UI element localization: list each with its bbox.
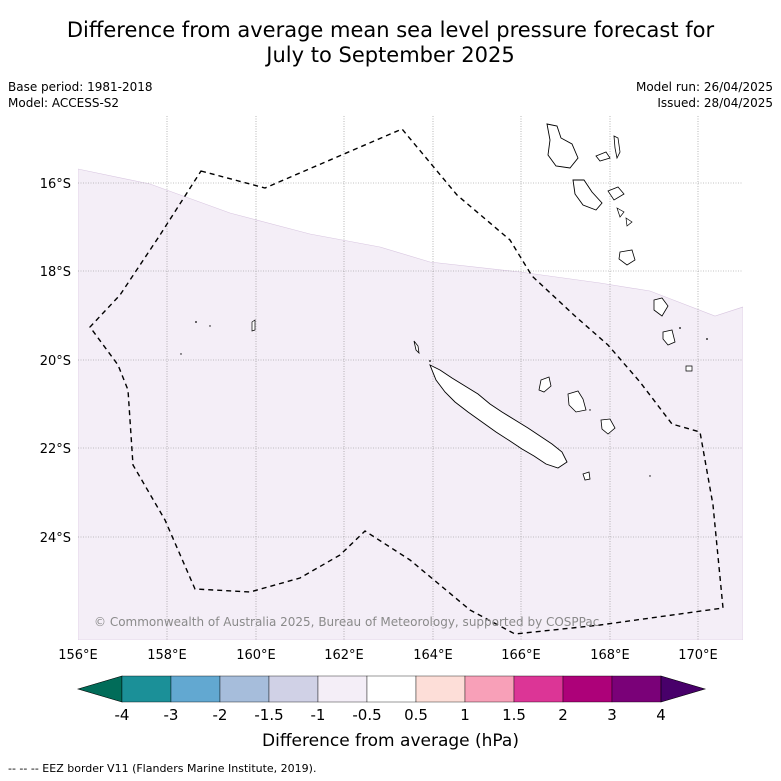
lat-tick-24: 24°S bbox=[40, 531, 71, 546]
lon-tick-158: 158°E bbox=[147, 648, 187, 663]
lat-tick-16: 16°S bbox=[40, 177, 71, 192]
model-name: Model: ACCESS-S2 bbox=[8, 96, 120, 110]
colorbar-swatch bbox=[121, 675, 172, 703]
colorbar-over-arrow bbox=[660, 675, 707, 703]
colorbar-swatch bbox=[170, 675, 221, 703]
shepherd-islands bbox=[625, 217, 633, 227]
lon-tick-166: 166°E bbox=[501, 648, 541, 663]
chesterfield-reef bbox=[251, 319, 256, 332]
lon-tick-156: 156°E bbox=[58, 648, 98, 663]
ambrym-island bbox=[607, 186, 625, 201]
meta-right: Model run: 26/04/2025 Issued: 28/04/2025 bbox=[636, 79, 773, 111]
lifou-island bbox=[567, 390, 587, 413]
colorbar-tick-label: 4 bbox=[656, 706, 666, 724]
meta-left: Base period: 1981-2018 Model: ACCESS-S2 bbox=[8, 79, 153, 111]
anomaly-region bbox=[78, 168, 743, 640]
new-caledonia-island bbox=[429, 364, 568, 469]
ouvea-island bbox=[538, 376, 552, 393]
maewo-island bbox=[613, 135, 621, 160]
colorbar-swatch bbox=[611, 675, 662, 703]
colorbar-tick-label: 1.5 bbox=[502, 706, 526, 724]
ambae-island bbox=[595, 151, 611, 162]
colorbar-tick-label: 3 bbox=[607, 706, 617, 724]
copyright-notice: © Commonwealth of Australia 2025, Bureau… bbox=[94, 615, 599, 629]
colorbar-swatch bbox=[415, 675, 466, 703]
colorbar-swatch bbox=[562, 675, 613, 703]
tanna-island bbox=[662, 329, 676, 346]
colorbar-tick-label: 1 bbox=[460, 706, 470, 724]
lon-tick-170: 170°E bbox=[678, 648, 718, 663]
gridlines bbox=[78, 116, 743, 640]
title-line-2: July to September 2025 bbox=[266, 43, 515, 67]
colorbar-swatch bbox=[366, 675, 417, 703]
chart-title: Difference from average mean sea level p… bbox=[0, 18, 781, 68]
lat-tick-22: 22°S bbox=[40, 442, 71, 457]
colorbar-tick-label: 2 bbox=[558, 706, 568, 724]
colorbar-tick-label: -3 bbox=[164, 706, 179, 724]
espiritu-santo-island bbox=[546, 123, 579, 169]
colorbar-title: Difference from average (hPa) bbox=[262, 731, 519, 751]
colorbar-swatch bbox=[464, 675, 515, 703]
epi-island bbox=[616, 207, 625, 218]
aneityum-island bbox=[685, 365, 693, 372]
colorbar-swatch bbox=[268, 675, 319, 703]
lon-tick-168: 168°E bbox=[590, 648, 630, 663]
eez-border bbox=[89, 128, 724, 635]
malekula-island bbox=[572, 179, 603, 211]
colorbar: -4 -3 -2 -1.5 -1 -0.5 0.5 1 1.5 2 3 4 bbox=[76, 675, 707, 724]
mare-island bbox=[600, 418, 616, 435]
erromango-island bbox=[653, 297, 669, 317]
isle-of-pines bbox=[582, 471, 591, 481]
colorbar-swatch bbox=[513, 675, 564, 703]
lon-tick-164: 164°E bbox=[413, 648, 453, 663]
colorbar-tick-label: -1 bbox=[311, 706, 326, 724]
colorbar-tick-label: -0.5 bbox=[352, 706, 381, 724]
colorbar-tick-label: 0.5 bbox=[404, 706, 428, 724]
colorbar-under-arrow bbox=[76, 675, 123, 703]
title-line-1: Difference from average mean sea level p… bbox=[66, 18, 715, 42]
colorbar-tick-label: -1.5 bbox=[254, 706, 283, 724]
lon-tick-160: 160°E bbox=[236, 648, 276, 663]
model-run: Model run: 26/04/2025 bbox=[635, 80, 773, 94]
lon-tick-labels: 156°E 158°E 160°E 162°E 164°E 166°E 168°… bbox=[58, 648, 718, 663]
eez-legend-note: -- -- -- EEZ border V11 (Flanders Marine… bbox=[8, 762, 317, 775]
colorbar-swatch bbox=[317, 675, 368, 703]
base-period: Base period: 1981-2018 bbox=[8, 80, 153, 94]
colorbar-tick-label: -2 bbox=[213, 706, 228, 724]
lat-tick-labels: 16°S 18°S 20°S 22°S 24°S bbox=[40, 177, 71, 546]
colorbar-tick-label: -4 bbox=[115, 706, 130, 724]
issued-date: Issued: 28/04/2025 bbox=[657, 96, 773, 110]
lat-tick-18: 18°S bbox=[40, 265, 71, 280]
small-islets bbox=[180, 321, 708, 477]
lon-tick-162: 162°E bbox=[324, 648, 364, 663]
lat-tick-20: 20°S bbox=[40, 354, 71, 369]
belep-islands bbox=[413, 340, 420, 355]
colorbar-swatch bbox=[219, 675, 270, 703]
efate-island bbox=[618, 249, 636, 266]
